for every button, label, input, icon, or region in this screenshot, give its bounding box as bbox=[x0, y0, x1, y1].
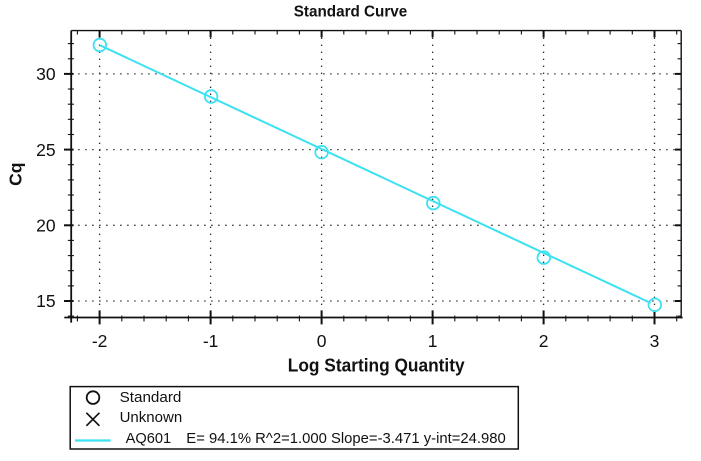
svg-text:25: 25 bbox=[36, 140, 55, 160]
svg-text:AQ601: AQ601 bbox=[126, 430, 172, 447]
svg-text:E= 94.1% R^2=1.000 Slope=-3.47: E= 94.1% R^2=1.000 Slope=-3.471 y-int=24… bbox=[186, 430, 506, 447]
svg-text:30: 30 bbox=[36, 64, 56, 84]
svg-text:-2: -2 bbox=[92, 331, 108, 351]
svg-text:Cq: Cq bbox=[5, 163, 25, 186]
svg-text:Standard: Standard bbox=[120, 389, 182, 406]
svg-text:Log Starting Quantity: Log Starting Quantity bbox=[288, 355, 465, 375]
svg-text:Standard Curve: Standard Curve bbox=[294, 4, 408, 21]
svg-text:3: 3 bbox=[650, 331, 660, 351]
svg-text:-1: -1 bbox=[203, 331, 219, 351]
svg-text:15: 15 bbox=[36, 291, 55, 311]
svg-text:20: 20 bbox=[36, 216, 56, 236]
svg-text:1: 1 bbox=[428, 331, 438, 351]
svg-text:0: 0 bbox=[317, 331, 327, 351]
svg-text:2: 2 bbox=[539, 331, 549, 351]
svg-text:Unknown: Unknown bbox=[120, 409, 183, 426]
